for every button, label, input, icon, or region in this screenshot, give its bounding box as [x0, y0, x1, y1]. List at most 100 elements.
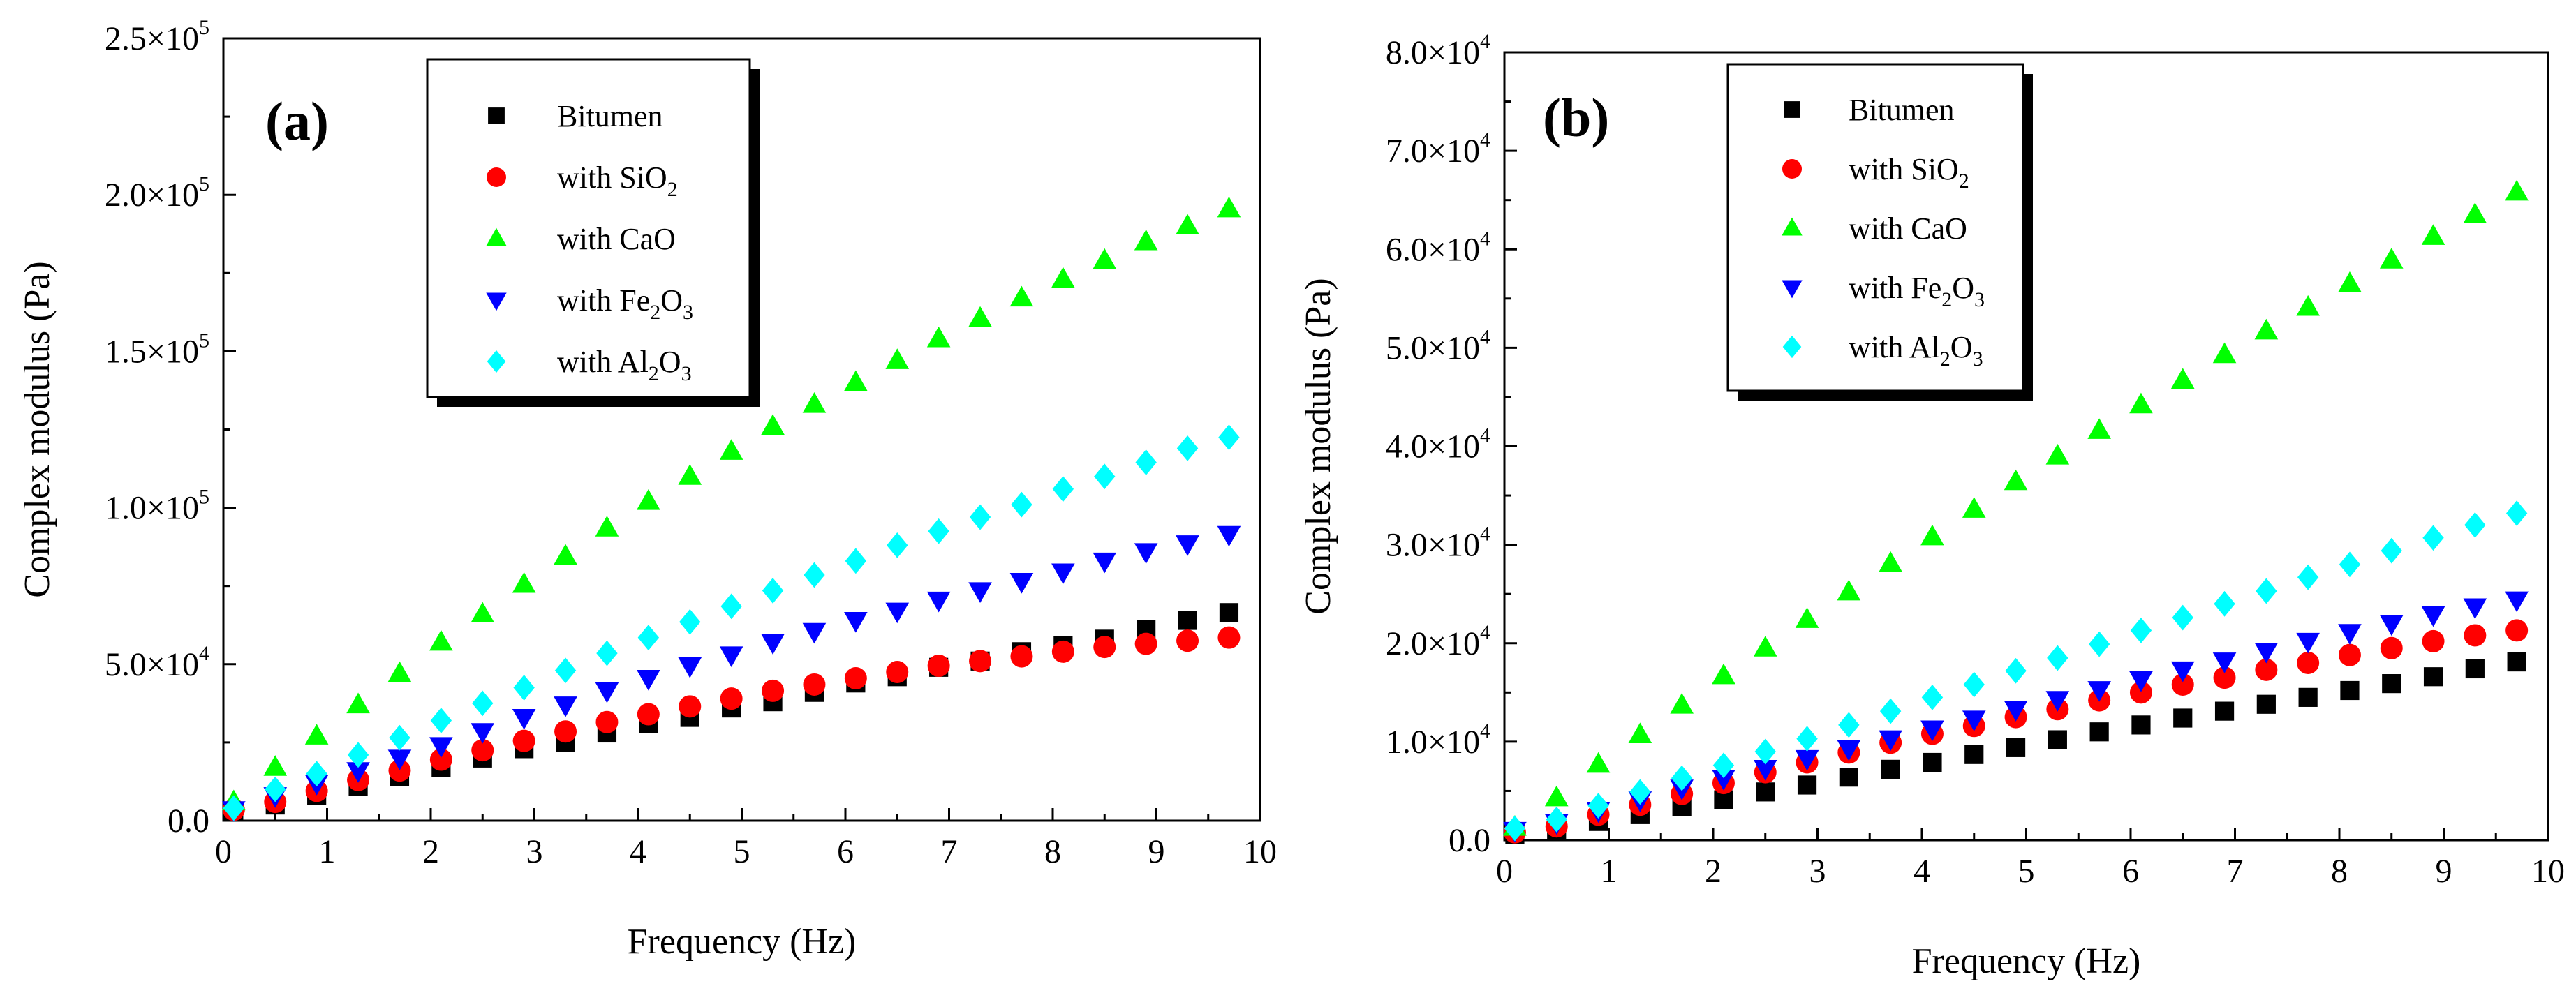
panel-a-point-with-fe2o3	[471, 723, 495, 744]
panel-a-point-with-cao	[637, 489, 660, 510]
panel-a-point-with-cao	[429, 629, 453, 651]
panel-a-point-with-al2o3	[306, 761, 327, 787]
panel-a-point-with-al2o3	[720, 593, 742, 620]
panel-b-legend-text: with SiO	[1849, 152, 1959, 186]
panel-b-y-tick-mantissa: 1.0×10	[1386, 724, 1480, 761]
panel-b-y-tick-mantissa: 4.0×10	[1386, 428, 1480, 465]
panel-b-point-bitumen	[2507, 652, 2526, 672]
panel-a-y-tick-mantissa: 5.0×10	[105, 646, 199, 683]
panel-b-point-with-al2o3	[1754, 738, 1776, 765]
panel-b-legend-label-with-al2o3: with Al2O3	[1849, 330, 1983, 371]
panel-a-point-with-fe2o3	[1176, 535, 1199, 556]
panel-a-point-with-al2o3	[1176, 435, 1199, 461]
panel-a-point-with-fe2o3	[1051, 563, 1075, 585]
panel-a-point-with-al2o3	[1218, 424, 1240, 451]
panel-b-point-with-cao	[1628, 722, 1652, 743]
panel-b-y-tick-exponent: 4	[1480, 227, 1490, 250]
panel-a-x-tick-label: 3	[526, 833, 543, 870]
panel-a-point-with-al2o3	[762, 578, 784, 604]
panel-a-point-with-sio2	[1051, 640, 1074, 663]
panel-a-chart: 0 1 2 3 4 5 6 7 8 9 100.05.0×1041.0×1051.5×1052.0×…	[17, 16, 1277, 962]
panel-b-y-tick-mantissa: 0.0	[1449, 822, 1490, 859]
panel-a-point-with-fe2o3	[678, 657, 702, 678]
panel-b-point-with-al2o3	[1546, 806, 1567, 833]
panel-a-point-with-al2o3	[1135, 449, 1157, 475]
panel-b-point-with-fe2o3	[1795, 749, 1819, 771]
panel-b-legend-subscript: 2	[1941, 288, 1952, 311]
panel-b-legend-marker-with-al2o3	[1782, 335, 1802, 359]
panel-a-point-with-al2o3	[347, 742, 369, 768]
panel-b-point-with-sio2	[2255, 658, 2278, 681]
panel-b-legend-text-suffix: O	[1952, 271, 1974, 305]
panel-b-point-bitumen	[2089, 722, 2109, 742]
panel-a-point-with-al2o3	[265, 776, 286, 802]
panel-b-y-tick-exponent: 4	[1480, 424, 1490, 447]
panel-b-y-tick-mantissa: 7.0×10	[1386, 133, 1480, 170]
panel-b-legend-label-with-sio2: with SiO2	[1849, 152, 1969, 193]
panel-a-point-with-fe2o3	[1009, 572, 1034, 594]
panel-b-y-tick-exponent: 4	[1480, 30, 1490, 53]
panel-b-point-bitumen	[1881, 759, 1900, 779]
panel-b-legend-marker-with-sio2	[1782, 159, 1802, 179]
panel-b-y-tick-label: 1.0×104	[1386, 719, 1490, 761]
panel-b-point-bitumen	[2256, 694, 2276, 714]
panel-a-point-with-al2o3	[1052, 476, 1074, 502]
panel-a-point-with-cao	[1009, 285, 1034, 307]
panel-a-y-tick-exponent: 5	[199, 486, 209, 509]
panel-a-point-with-cao	[885, 348, 910, 369]
panel-b-point-with-cao	[2463, 202, 2487, 223]
panel-b-x-tick-label: 1	[1601, 853, 1618, 890]
panel-a-point-with-sio2	[1134, 632, 1157, 655]
panel-b-point-with-fe2o3	[2421, 606, 2445, 627]
panel-a-y-tick-mantissa: 0.0	[168, 802, 209, 839]
panel-a-point-with-cao	[968, 306, 992, 327]
panel-b-point-with-cao	[1879, 551, 1902, 572]
panel-b-point-with-cao	[2421, 224, 2445, 245]
panel-b-point-bitumen	[2048, 730, 2067, 749]
panel-a-point-with-cao	[1217, 196, 1241, 218]
panel-a-point-with-al2o3	[1094, 463, 1116, 490]
panel-a-point-with-sio2	[388, 759, 411, 782]
panel-b-legend-subscript: 2	[1959, 170, 1969, 193]
panel-b-legend-label-bitumen: Bitumen	[1849, 93, 1955, 127]
panel-a-point-with-fe2o3	[595, 682, 619, 703]
panel-b-point-with-sio2	[2380, 636, 2403, 659]
panel-a-point-with-cao	[471, 602, 495, 623]
panel-b-point-bitumen	[1964, 745, 1984, 764]
panel-a-legend-subscript: 2	[667, 178, 678, 201]
panel-a-point-with-cao	[512, 572, 536, 593]
panel-a-point-bitumen	[1178, 611, 1197, 630]
panel-b-point-with-cao	[2170, 368, 2195, 389]
panel-a-legend-marker-with-fe2o3	[486, 292, 507, 311]
panel-a-point-with-cao	[346, 692, 370, 714]
panel-a-point-bitumen	[1219, 603, 1239, 622]
panel-b-legend-text: with Fe	[1849, 271, 1941, 305]
panel-b-y-tick-mantissa: 8.0×10	[1386, 34, 1480, 71]
panel-b-legend-subscript: 3	[1974, 288, 1985, 311]
panel-a-legend-text: with Fe	[557, 283, 650, 318]
panel-b-point-bitumen	[2423, 667, 2443, 687]
panel-b-point-bitumen	[1756, 782, 1775, 802]
panel-b-point-with-cao	[2254, 318, 2279, 340]
panel-a-point-with-al2o3	[804, 562, 825, 588]
panel-a-point-with-cao	[926, 326, 951, 348]
panel-a-point-with-al2o3	[637, 625, 660, 651]
panel-b-point-with-fe2o3	[2087, 681, 2111, 702]
panel-b-point-with-fe2o3	[2004, 701, 2028, 722]
panel-a-legend-label-bitumen: Bitumen	[557, 99, 663, 133]
panel-a-point-with-sio2	[1093, 636, 1116, 659]
panel-b-point-with-fe2o3	[2212, 652, 2237, 673]
panel-a-y-tick-mantissa: 1.5×10	[105, 333, 199, 370]
panel-b-point-with-al2o3	[2505, 500, 2528, 526]
panel-b-y-tick-mantissa: 2.0×10	[1386, 625, 1480, 662]
panel-a-point-with-fe2o3	[1134, 543, 1158, 564]
panel-a-point-with-fe2o3	[719, 646, 743, 667]
panel-a-point-with-sio2	[762, 679, 785, 702]
panel-a-point-with-fe2o3	[844, 612, 868, 633]
panel-b-point-with-sio2	[2213, 666, 2236, 689]
panel-a-point-with-cao	[304, 724, 329, 745]
panel-b-point-with-al2o3	[2381, 537, 2402, 564]
panel-b-y-tick-mantissa: 3.0×10	[1386, 527, 1480, 564]
panel-a-point-with-sio2	[803, 673, 826, 696]
